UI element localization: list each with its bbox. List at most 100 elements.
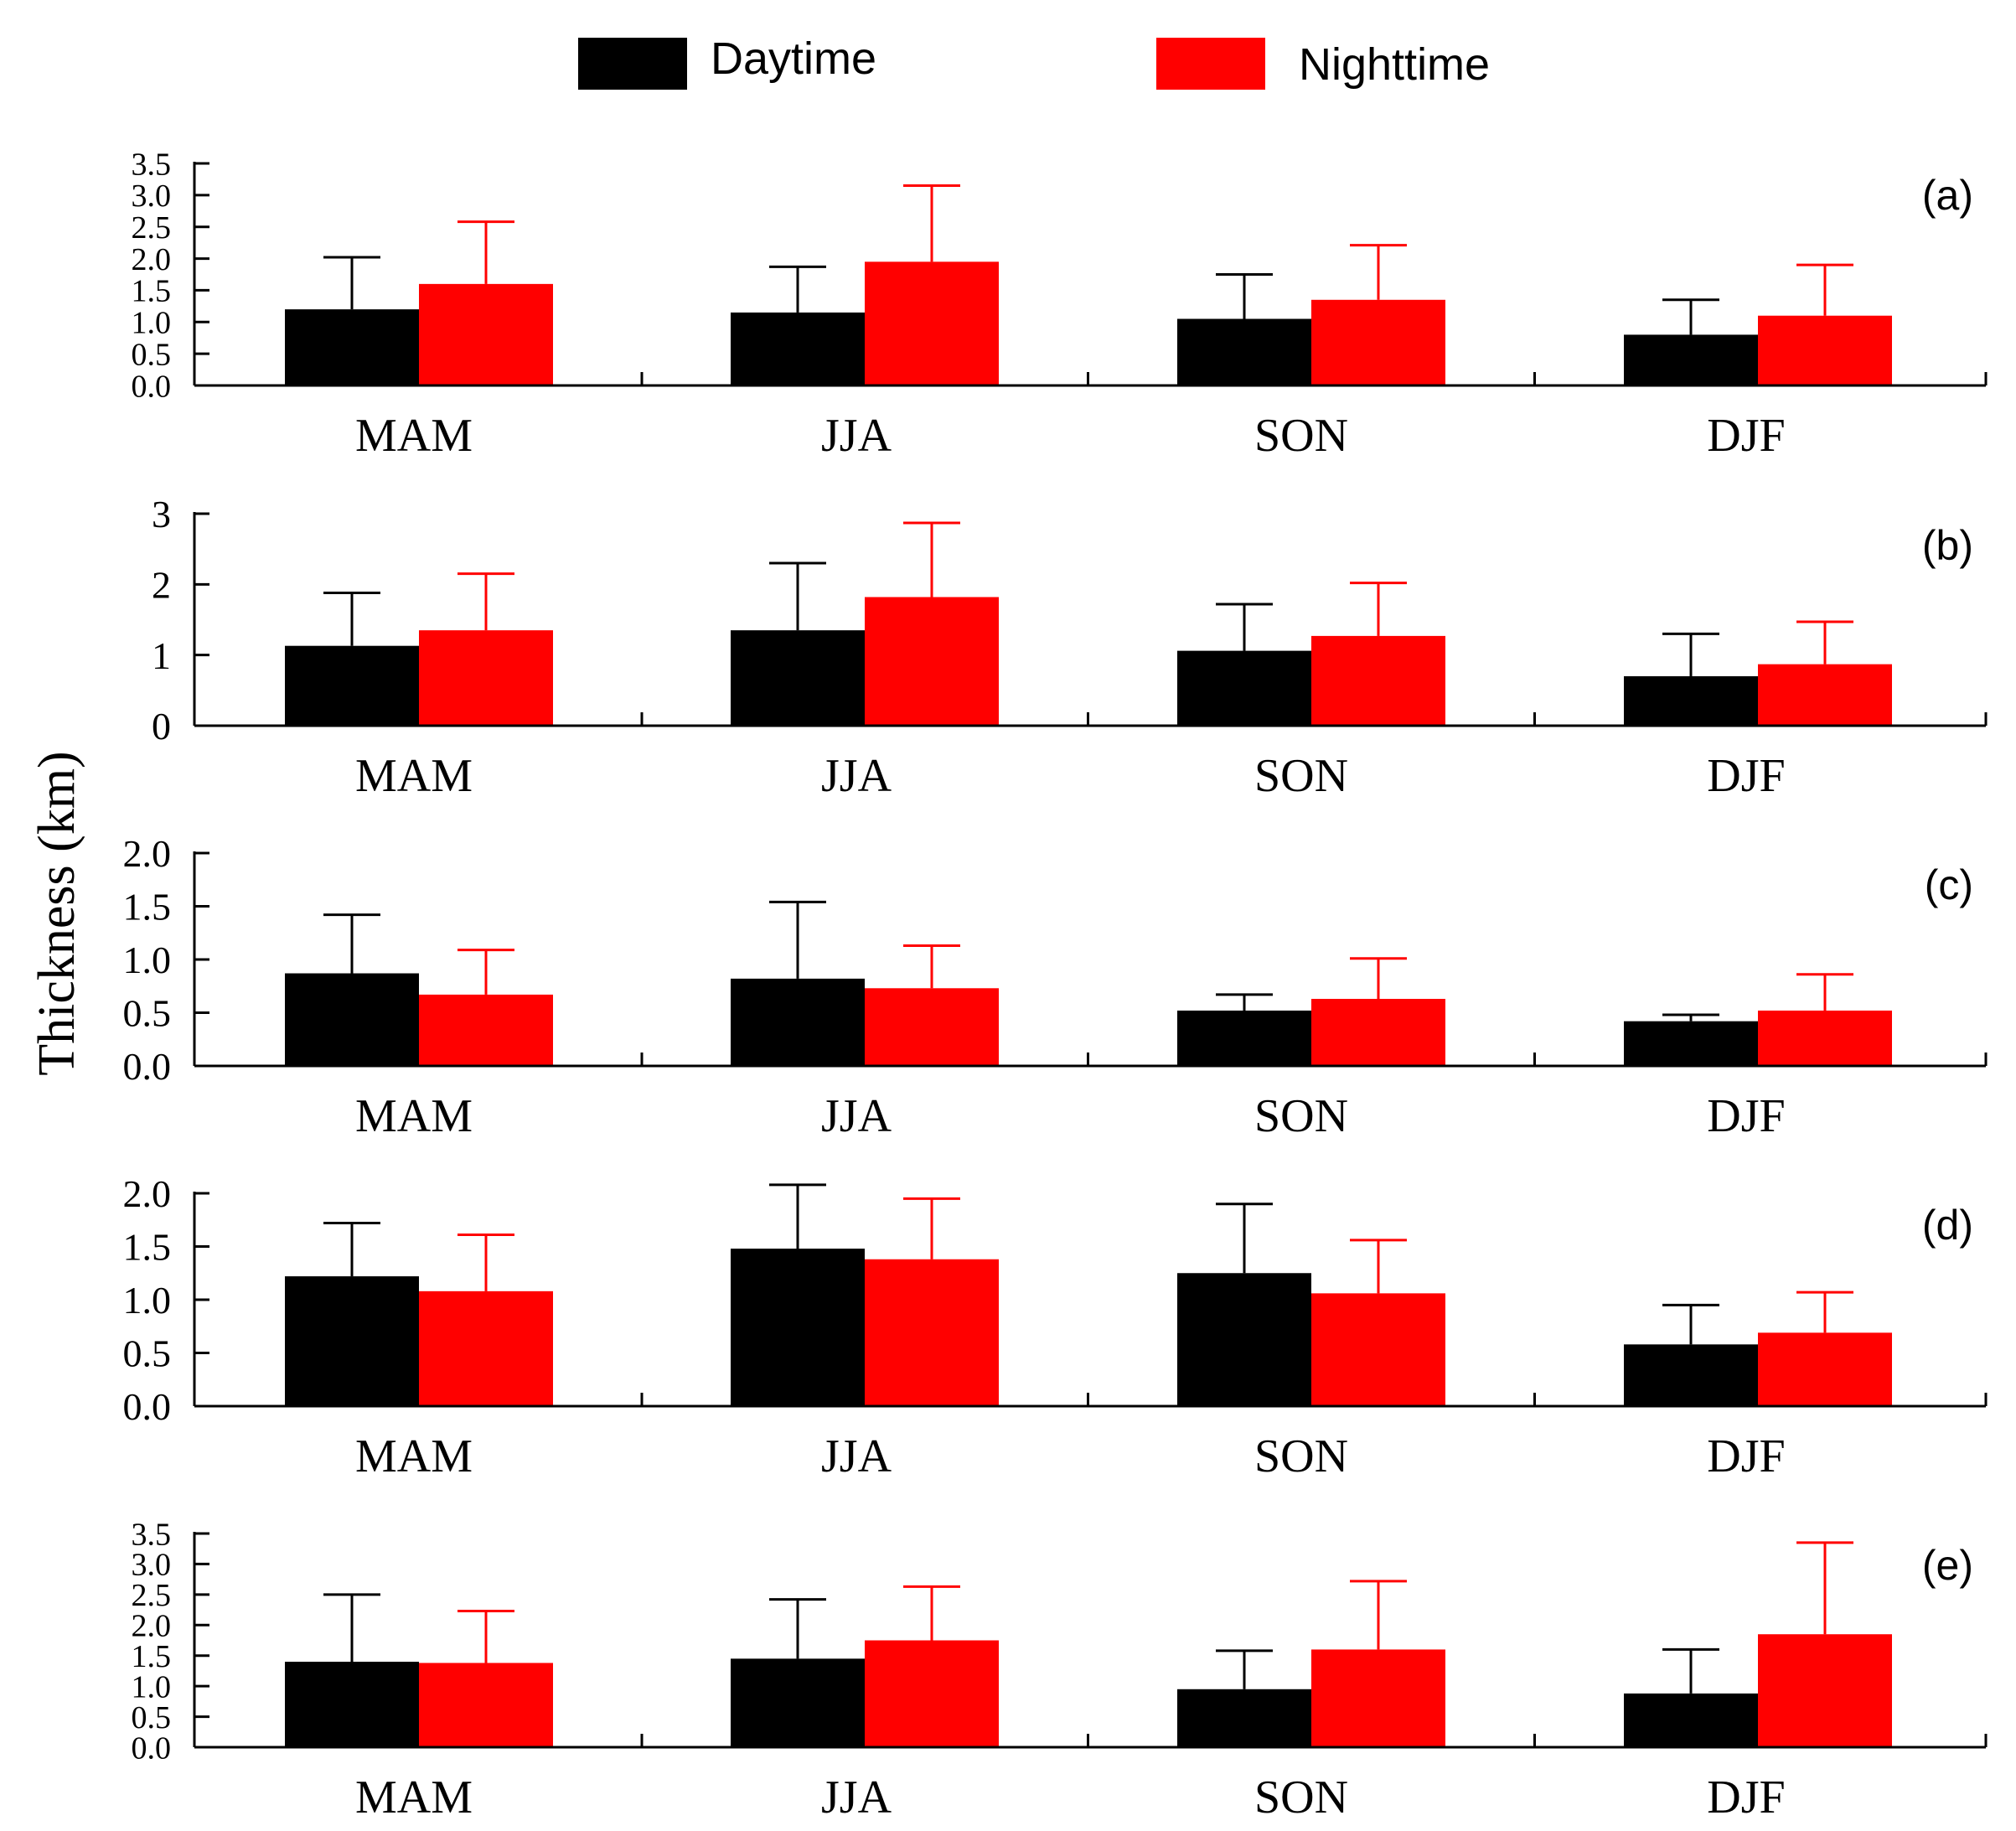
category-label-mam: MAM	[355, 1090, 473, 1142]
category-label-jja: JJA	[821, 1430, 892, 1482]
bar-daytime-jja	[731, 312, 865, 385]
bar-nighttime-mam	[419, 630, 553, 726]
y-tick-label: 2.0	[123, 832, 172, 875]
y-tick-label: 1.5	[132, 274, 172, 309]
bar-nighttime-jja	[865, 1640, 999, 1747]
bar-daytime-jja	[731, 1249, 865, 1406]
bar-nighttime-mam	[419, 1290, 553, 1406]
bar-nighttime-son	[1311, 1293, 1445, 1406]
bar-nighttime-djf	[1758, 1332, 1892, 1406]
bar-nighttime-son	[1311, 635, 1445, 726]
bar-nighttime-mam	[419, 283, 553, 385]
y-tick-label: 0.5	[123, 992, 172, 1035]
y-tick-label: 1.5	[123, 886, 172, 928]
bar-daytime-son	[1177, 1689, 1311, 1747]
category-label-jja: JJA	[821, 1772, 892, 1823]
panel-3: 0.0 0.5 1.0 1.5 2.0 MAM JJA SON DJF (d)	[123, 1172, 1988, 1482]
panel-label: (a)	[1922, 172, 1973, 219]
category-label-son: SON	[1254, 410, 1348, 462]
panel-label: (e)	[1922, 1542, 1973, 1589]
category-label-son: SON	[1254, 750, 1348, 802]
legend: Daytime Nighttime	[578, 34, 1490, 90]
y-tick-label: 0.5	[123, 1332, 172, 1375]
bar-daytime-mam	[285, 309, 419, 385]
panel-label: (d)	[1922, 1202, 1973, 1249]
y-tick-label: 1.0	[123, 939, 172, 981]
bar-daytime-mam	[285, 645, 419, 726]
bar-daytime-jja	[731, 630, 865, 726]
bar-daytime-djf	[1624, 1344, 1758, 1406]
y-tick-label: 2	[152, 563, 171, 606]
bar-nighttime-son	[1311, 1649, 1445, 1747]
legend-label-nighttime: Nighttime	[1299, 39, 1490, 90]
bar-daytime-djf	[1624, 1693, 1758, 1747]
bar-nighttime-jja	[865, 1259, 999, 1406]
y-tick-label: 1.0	[132, 306, 172, 341]
bar-nighttime-djf	[1758, 664, 1892, 726]
bar-nighttime-son	[1311, 998, 1445, 1066]
category-label-son: SON	[1254, 1090, 1348, 1142]
bar-daytime-son	[1177, 1273, 1311, 1406]
category-label-mam: MAM	[355, 1772, 473, 1823]
y-tick-label: 3.5	[132, 147, 172, 182]
bar-nighttime-djf	[1758, 315, 1892, 385]
category-label-son: SON	[1254, 1430, 1348, 1482]
y-tick-label: 0.0	[132, 1730, 172, 1766]
category-label-jja: JJA	[821, 1090, 892, 1142]
y-tick-label: 0	[152, 705, 171, 747]
y-tick-label: 0.5	[132, 337, 172, 372]
category-label-djf: DJF	[1707, 1090, 1785, 1142]
bar-daytime-djf	[1624, 675, 1758, 726]
legend-swatch-nighttime	[1156, 38, 1265, 90]
legend-label-daytime: Daytime	[711, 34, 876, 84]
panel-2: 0.0 0.5 1.0 1.5 2.0 MAM JJA SON DJF (c)	[123, 832, 1988, 1142]
bar-nighttime-jja	[865, 597, 999, 726]
category-label-son: SON	[1254, 1772, 1348, 1823]
bar-nighttime-djf	[1758, 1010, 1892, 1066]
y-tick-label: 2.0	[132, 1609, 172, 1644]
bar-nighttime-jja	[865, 261, 999, 385]
y-tick-label: 1.5	[123, 1226, 172, 1269]
bar-nighttime-mam	[419, 994, 553, 1066]
category-label-djf: DJF	[1707, 1430, 1785, 1482]
y-tick-label: 1.0	[132, 1669, 172, 1704]
bar-daytime-mam	[285, 1276, 419, 1406]
y-tick-label: 0.5	[132, 1700, 172, 1735]
category-label-djf: DJF	[1707, 750, 1785, 802]
y-tick-label: 1.0	[123, 1279, 172, 1322]
y-tick-label: 2.0	[132, 242, 172, 277]
bar-daytime-jja	[731, 978, 865, 1066]
bar-nighttime-mam	[419, 1663, 553, 1747]
y-tick-label: 1.5	[132, 1639, 172, 1674]
category-label-jja: JJA	[821, 410, 892, 462]
y-tick-label: 3.5	[132, 1517, 172, 1552]
y-tick-label: 0.0	[123, 1045, 172, 1088]
category-label-mam: MAM	[355, 750, 473, 802]
category-label-mam: MAM	[355, 410, 473, 462]
bar-nighttime-djf	[1758, 1634, 1892, 1747]
panel-label: (c)	[1925, 861, 1973, 908]
bar-daytime-mam	[285, 1662, 419, 1747]
bar-nighttime-jja	[865, 988, 999, 1066]
y-tick-label: 3.0	[132, 1548, 172, 1583]
y-tick-label: 2.5	[132, 210, 172, 246]
panel-4: 0.00.51.01.52.02.53.03.5 MAM JJA SON DJF (e)	[132, 1517, 1988, 1823]
category-label-djf: DJF	[1707, 1772, 1785, 1823]
bar-daytime-djf	[1624, 334, 1758, 385]
panel-1: 0 1 2 3 MAM JJA SON DJF (b)	[152, 493, 1988, 802]
y-tick-label: 0.0	[123, 1385, 172, 1428]
bar-daytime-jja	[731, 1658, 865, 1747]
category-label-mam: MAM	[355, 1430, 473, 1482]
y-tick-label: 2.0	[123, 1172, 172, 1215]
y-tick-label: 1	[152, 634, 171, 677]
category-label-djf: DJF	[1707, 410, 1785, 462]
bar-daytime-son	[1177, 1010, 1311, 1066]
panel-label: (b)	[1922, 522, 1973, 569]
bar-daytime-son	[1177, 650, 1311, 726]
bar-nighttime-son	[1311, 299, 1445, 385]
y-tick-label: 3	[152, 493, 171, 535]
category-label-jja: JJA	[821, 750, 892, 802]
bar-daytime-son	[1177, 318, 1311, 385]
